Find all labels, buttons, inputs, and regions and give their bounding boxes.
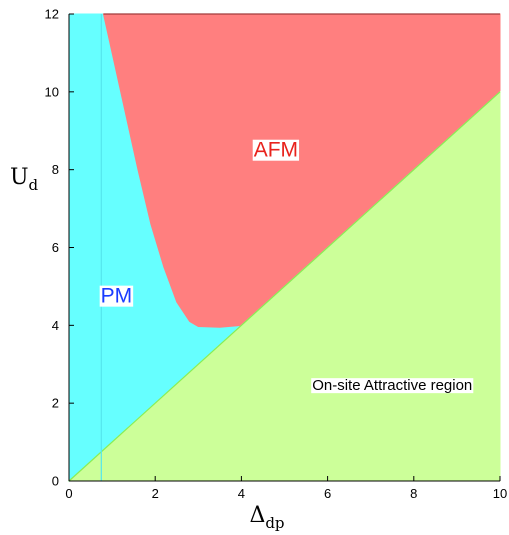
- region-label-background: [252, 139, 300, 161]
- x-tick-label: 2: [152, 486, 159, 501]
- x-axis-title-sub: dp: [265, 514, 284, 532]
- y-axis-title-sub: d: [29, 176, 39, 194]
- line-diagonal-boundary: [68, 91, 501, 482]
- region-label-text: PM: [101, 285, 133, 308]
- y-tick-label: 4: [52, 318, 59, 333]
- region-label-background: [99, 285, 134, 307]
- region-label-text: On-site Attractive region: [312, 377, 472, 394]
- y-tick-label: 2: [52, 396, 59, 411]
- region-label-background: [311, 378, 474, 394]
- y-tick-label: 8: [52, 162, 59, 177]
- region-labels-layer: PM AFM On-site Attractive region: [99, 139, 474, 394]
- axes-layer: 0 2 4 6 8 10 0 2 4 6 8 10 12: [45, 7, 508, 502]
- x-tick-label: 10: [493, 486, 507, 501]
- y-tick-label: 0: [52, 474, 59, 489]
- y-tick-label: 10: [45, 84, 59, 99]
- region-label-text: AFM: [254, 139, 298, 162]
- y-tick-label: 12: [45, 7, 59, 22]
- x-tick-label: 6: [324, 486, 331, 501]
- x-tick-label: 0: [65, 486, 72, 501]
- x-tick-label: 8: [410, 486, 417, 501]
- y-axis-title: Ud: [10, 165, 39, 194]
- region-label-on-site-attractive-region: On-site Attractive region: [311, 377, 474, 394]
- x-tick-label: 4: [238, 486, 245, 501]
- x-axis-title: Δdp: [249, 503, 284, 532]
- region-label-pm: PM: [99, 285, 134, 308]
- region-label-afm: AFM: [252, 139, 300, 162]
- lines-layer: [68, 13, 501, 482]
- y-tick-label: 6: [52, 240, 59, 255]
- regions-layer: [67, 13, 501, 483]
